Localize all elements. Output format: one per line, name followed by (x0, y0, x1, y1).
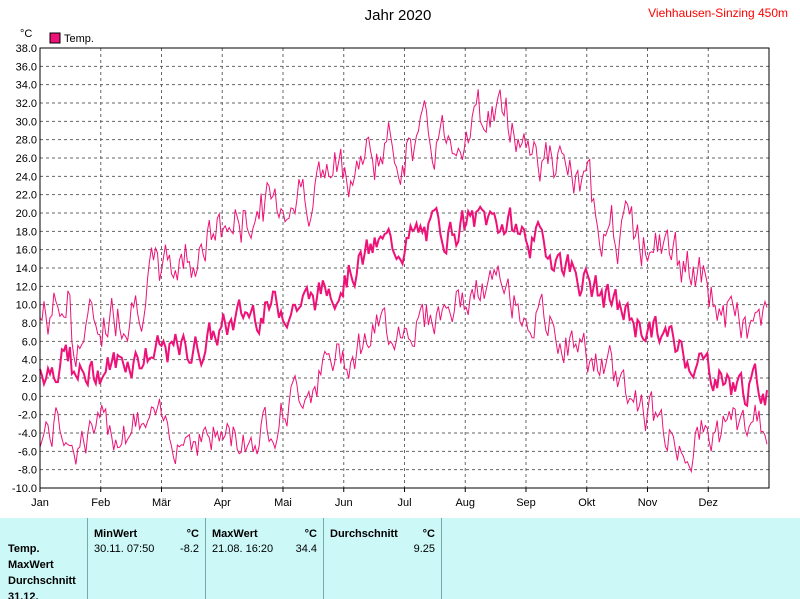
x-tick-label: Aug (455, 497, 475, 509)
x-tick-label: Okt (578, 497, 595, 509)
y-tick-label: 10.0 (16, 300, 37, 312)
legend-label: Temp. (64, 33, 94, 45)
x-tick-label: Mär (152, 497, 171, 509)
stats-max-column: MaxWert °C 21.08. 16:20 34.4 (206, 518, 324, 599)
x-tick-label: Sep (516, 497, 536, 509)
avg-value: 9.25 (413, 543, 435, 555)
stats-row-label: Temp. (8, 543, 40, 555)
y-tick-label: 18.0 (16, 226, 37, 238)
stats-avg-column: Durchschnitt °C 9.25 (324, 518, 442, 599)
x-tick-label: Jul (397, 497, 411, 509)
y-tick-label: 26.0 (16, 153, 37, 165)
y-tick-label: 14.0 (16, 263, 37, 275)
x-tick-label: Apr (214, 497, 231, 509)
x-tick-label: Jan (31, 497, 49, 509)
y-tick-label: 12.0 (16, 281, 37, 293)
y-tick-label: 34.0 (16, 80, 37, 92)
y-tick-label: -8.0 (18, 465, 37, 477)
y-tick-label: 38.0 (16, 43, 37, 55)
y-tick-label: 4.0 (22, 355, 37, 367)
x-tick-label: Dez (698, 497, 718, 509)
y-tick-label: 8.0 (22, 318, 37, 330)
x-tick-label: Jun (335, 497, 353, 509)
y-tick-label: 24.0 (16, 171, 37, 183)
y-tick-label: 16.0 (16, 245, 37, 257)
series-max-line (39, 89, 768, 367)
y-tick-label: 0.0 (22, 391, 37, 403)
y-tick-label: 36.0 (16, 61, 37, 73)
stats-extra-label-2: Durchschnitt (8, 575, 76, 587)
y-tick-label: 30.0 (16, 116, 37, 128)
grid (40, 47, 769, 489)
stats-label-column: Temp. MaxWert Durchschnitt 31.12. (0, 518, 88, 599)
y-tick-label: -6.0 (18, 446, 37, 458)
max-header: MaxWert (212, 528, 258, 540)
stats-extra-label-1: MaxWert (8, 559, 54, 571)
min-unit: °C (186, 528, 199, 540)
y-tick-label: -10.0 (12, 483, 37, 495)
stats-min-column: MinWert °C 30.11. 07:50 -8.2 (88, 518, 206, 599)
y-axis-unit: °C (20, 28, 32, 40)
stats-panel: Temp. MaxWert Durchschnitt 31.12. MinWer… (0, 518, 800, 599)
y-tick-label: 32.0 (16, 98, 37, 110)
chart-title: Jahr 2020 (365, 7, 432, 24)
y-tick-label: -4.0 (18, 428, 37, 440)
y-tick-label: 28.0 (16, 135, 37, 147)
min-value: -8.2 (180, 543, 199, 555)
y-tick-label: -2.0 (18, 410, 37, 422)
min-date: 30.11. 07:50 (94, 543, 155, 555)
avg-unit: °C (422, 528, 435, 540)
avg-header: Durchschnitt (330, 528, 398, 540)
y-axis-ticks: 38.0 36.0 34.0 32.0 30.0 28.0 26.0 24.0 22.0 20.0… (12, 43, 37, 495)
max-date: 21.08. 16:20 (212, 543, 274, 555)
x-tick-label: Nov (638, 497, 658, 509)
x-tick-label: Feb (91, 497, 110, 509)
series-temp (39, 89, 768, 474)
max-value: 34.4 (295, 543, 317, 555)
y-tick-label: 20.0 (16, 208, 37, 220)
series-min-line (39, 265, 768, 474)
stats-extra-label-3: 31.12. (8, 591, 39, 599)
series-mean-line (39, 205, 768, 408)
plot-frame (39, 47, 770, 489)
y-tick-label: 22.0 (16, 190, 37, 202)
legend-swatch (49, 32, 61, 44)
x-axis-ticks: Jan Feb Mär Apr Mai Jun Jul Aug Sep Okt Nov Dez (31, 488, 718, 509)
min-header: MinWert (94, 528, 138, 540)
y-tick-label: 2.0 (22, 373, 37, 385)
x-tick-label: Mai (274, 497, 292, 509)
max-unit: °C (304, 528, 317, 540)
y-tick-label: 6.0 (22, 336, 37, 348)
station-label: Viehhausen-Sinzing 450m (648, 6, 788, 20)
temperature-chart: Jahr 2020 Viehhausen-Sinzing 450m °C Tem… (12, 6, 788, 509)
